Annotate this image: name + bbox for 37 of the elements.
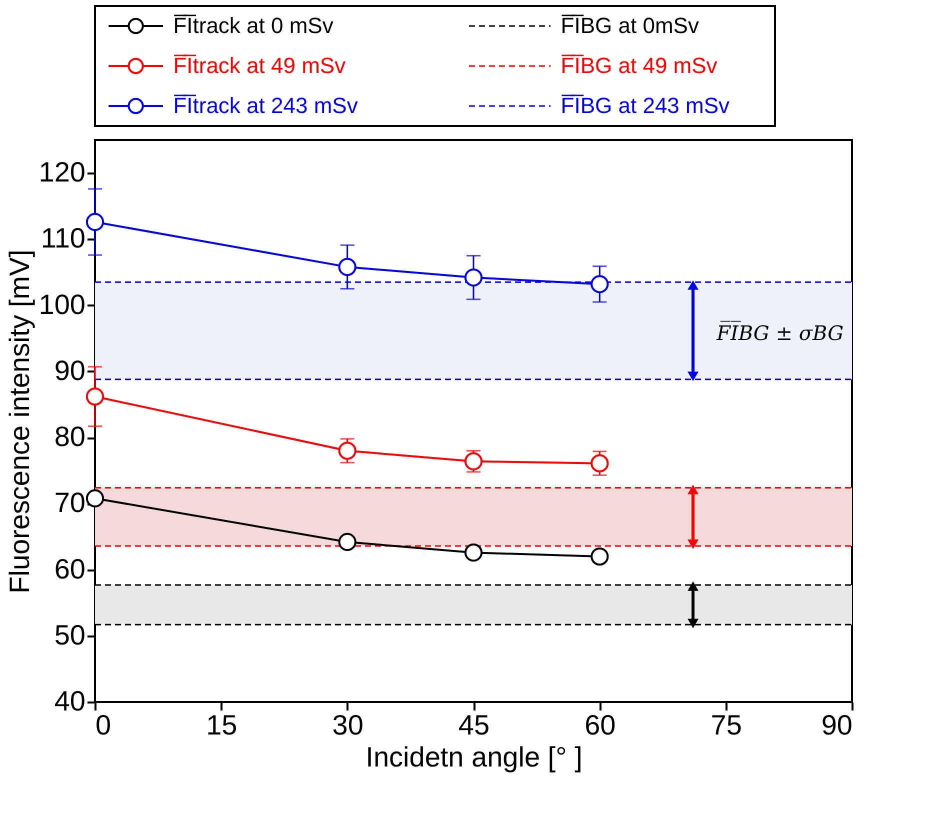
- point: [86, 212, 104, 232]
- point: [464, 268, 483, 287]
- annotation: F̅I̅BG ± σBG: [716, 320, 844, 345]
- x-tick-label: 45: [458, 710, 490, 740]
- y-tick-label: 120: [38, 156, 86, 188]
- x-tick-label: 90: [821, 710, 852, 740]
- y-tick-label: 50: [54, 619, 86, 650]
- y-tick-label: 60: [54, 553, 86, 584]
- x-tick-label: 15: [206, 710, 238, 740]
- point: [464, 452, 483, 470]
- legend-label: F̅I̅BG at 0mSv: [560, 13, 699, 38]
- y-tick-label: 40: [54, 686, 86, 716]
- y-tick-label: 100: [38, 288, 86, 320]
- point: [590, 454, 609, 472]
- y-tick-label: 110: [40, 222, 86, 254]
- point: [338, 442, 356, 460]
- point: [86, 387, 104, 406]
- point: [338, 532, 356, 552]
- point: [590, 547, 609, 566]
- x-tick-label: 30: [332, 710, 364, 740]
- point: [590, 275, 609, 294]
- legend-label: F̅I̅track at 49 mSv: [173, 53, 346, 78]
- x-tick-label: 60: [584, 710, 616, 740]
- y-tick-label: 70: [54, 487, 86, 518]
- y-axis-title: Fluorescence intensity [mV]: [4, 250, 35, 594]
- y-tick-label: 90: [54, 354, 86, 386]
- legend-label: F̅I̅BG at 243 mSv: [560, 93, 730, 118]
- point: [464, 544, 483, 562]
- point: [338, 258, 356, 276]
- x-tick-label: 75: [710, 710, 742, 740]
- legend-label: F̅I̅track at 0 mSv: [173, 13, 334, 38]
- legend-label: F̅I̅track at 243 mSv: [173, 93, 358, 118]
- x-axis-title: Incidetn angle [° ]: [366, 742, 582, 772]
- x-tick-label: 0: [96, 710, 112, 740]
- legend-label: F̅I̅BG at 49 mSv: [560, 53, 718, 78]
- y-tick-label: 80: [54, 421, 86, 452]
- point: [86, 489, 104, 508]
